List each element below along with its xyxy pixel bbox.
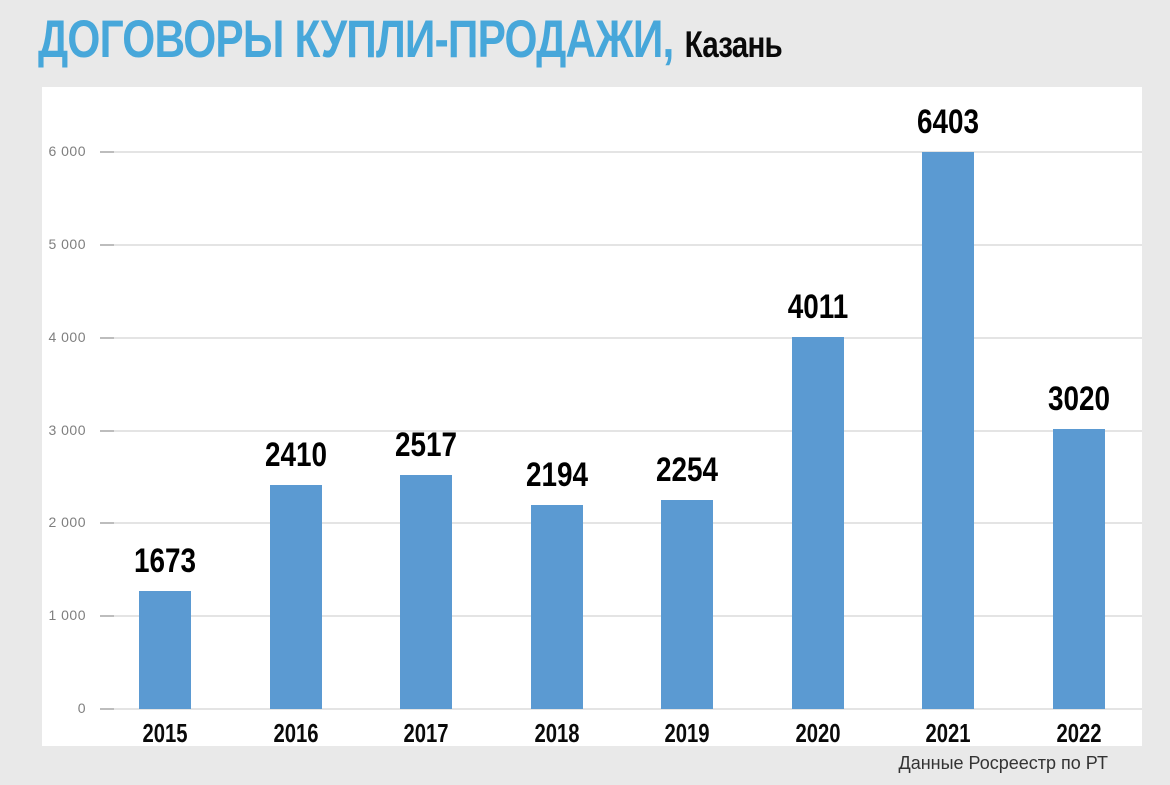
bar-value-label-2019: 2254 <box>655 450 719 489</box>
y-gridline <box>100 151 1142 154</box>
x-axis-label-2016: 2016 <box>272 718 319 748</box>
y-axis-tick-label: 3 000 <box>48 421 86 438</box>
y-axis-tick-label: 2 000 <box>48 514 86 531</box>
bar-value-label-2016: 2410 <box>264 436 327 475</box>
y-axis-tick <box>100 429 114 432</box>
bar-chart: 0 1 000 2 000 3 000 4 000 5 000 6 000 1673 2015 2… <box>42 87 1142 746</box>
y-gridline <box>100 615 1142 618</box>
y-axis-tick <box>100 615 114 618</box>
x-axis-label-2021: 2021 <box>925 718 971 748</box>
page-title-main: ДОГОВОРЫ КУПЛИ-ПРОДАЖИ, <box>38 10 674 69</box>
y-axis-tick-label: 0 <box>77 700 86 716</box>
bar-value-label-2020: 4011 <box>787 287 848 326</box>
x-axis-label-2022: 2022 <box>1055 718 1102 748</box>
y-gridline <box>100 708 1142 710</box>
y-axis-tick <box>100 522 114 525</box>
y-axis-tick <box>100 336 114 339</box>
bar-2016 <box>269 485 322 709</box>
bar-2019 <box>661 499 713 709</box>
bar-2021 <box>922 152 974 709</box>
y-axis-tick-label: 4 000 <box>48 328 86 345</box>
bar-2017 <box>400 475 452 709</box>
y-axis-tick-label: 1 000 <box>48 607 86 624</box>
y-axis-tick-label: 5 000 <box>48 236 86 252</box>
bar-value-label-2018: 2194 <box>525 456 588 495</box>
page-title: ДОГОВОРЫ КУПЛИ-ПРОДАЖИ, Казань <box>38 10 783 69</box>
y-gridline <box>100 244 1142 246</box>
y-gridline <box>100 522 1142 525</box>
y-gridline <box>100 336 1142 339</box>
y-axis-tick-label: 6 000 <box>48 143 86 160</box>
bar-value-label-2021: 6403 <box>916 103 980 142</box>
y-axis-tick <box>100 151 114 154</box>
y-gridline <box>100 429 1142 432</box>
x-axis-label-2019: 2019 <box>664 718 710 748</box>
bar-value-label-2017: 2517 <box>394 426 458 465</box>
y-axis-tick <box>100 708 114 710</box>
x-axis-label-2017: 2017 <box>403 718 449 748</box>
chart-panel: 0 1 000 2 000 3 000 4 000 5 000 6 000 1673 2015 2… <box>42 87 1142 746</box>
source-note: Данные Росреестр по РТ <box>898 753 1109 773</box>
x-axis-label-2020: 2020 <box>794 718 841 748</box>
y-axis-tick <box>100 244 114 246</box>
x-axis-label-2015: 2015 <box>142 718 188 748</box>
bar-2022 <box>1052 428 1105 709</box>
bar-2018 <box>530 505 583 709</box>
page-title-city: Казань <box>684 24 783 65</box>
bar-2020 <box>791 336 844 709</box>
bar-2015 <box>139 591 191 709</box>
bar-value-label-2015: 1673 <box>133 542 197 581</box>
x-axis-label-2018: 2018 <box>533 718 580 748</box>
bar-value-label-2022: 3020 <box>1047 379 1110 418</box>
